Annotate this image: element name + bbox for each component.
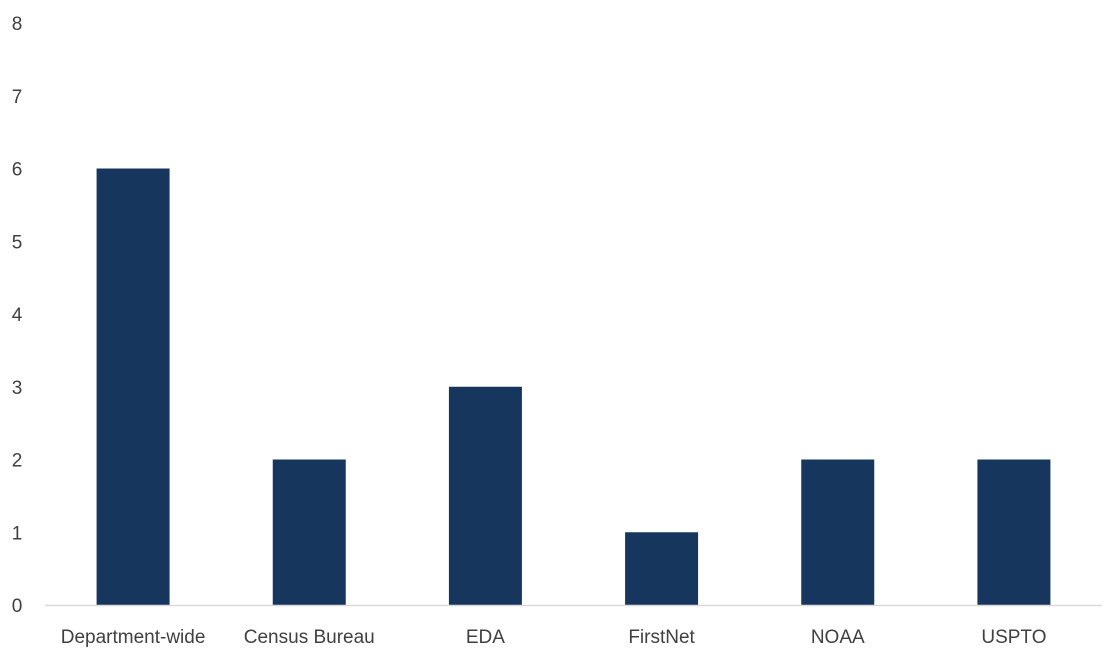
y-tick-label: 0 [12,596,23,617]
x-category-label: EDA [466,627,505,648]
x-category-label: NOAA [811,627,865,648]
bar [273,460,346,606]
y-tick-label: 3 [12,378,23,399]
y-tick-label: 1 [12,523,23,544]
y-tick-label: 8 [12,14,23,35]
y-tick-label: 7 [12,87,23,108]
bar-series [97,169,1051,606]
x-axis-category-labels: Department-wide Census Bureau EDA FirstNet N… [61,627,1047,648]
bar [449,387,522,605]
y-tick-label: 5 [12,232,23,253]
x-category-label: FirstNet [628,627,695,648]
x-category-label: Census Bureau [244,627,375,648]
y-tick-label: 2 [12,451,23,472]
y-tick-label: 4 [12,305,23,326]
bar [977,460,1050,606]
x-category-label: Department-wide [61,627,206,648]
y-tick-label: 6 [12,160,23,181]
bar [801,460,874,606]
x-category-label: USPTO [981,627,1046,648]
y-axis-tick-labels: 0 1 2 3 4 5 6 7 8 [12,14,23,617]
bar [625,532,698,605]
bar [97,169,170,606]
